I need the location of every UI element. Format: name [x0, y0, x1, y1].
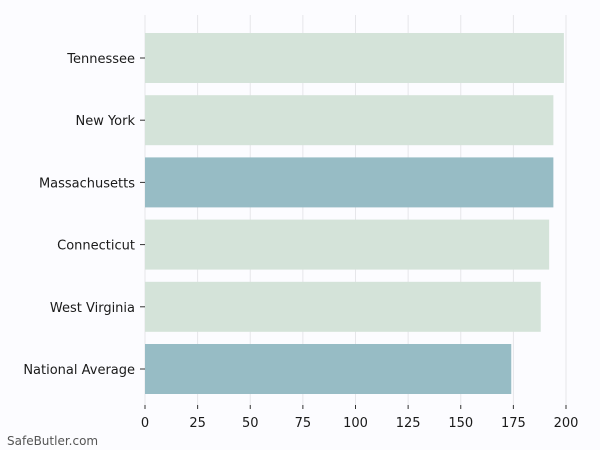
category-label: Connecticut — [57, 239, 135, 254]
category-label: Massachusetts — [39, 176, 135, 191]
x-tick-label: 150 — [448, 416, 473, 431]
category-label: Tennessee — [66, 52, 135, 67]
watermark: SafeButler.com — [7, 434, 99, 448]
x-tick-label: 100 — [343, 416, 368, 431]
x-tick-label: 25 — [189, 416, 206, 431]
category-label: National Average — [23, 363, 135, 378]
bar-west-virginia — [145, 281, 541, 332]
x-tick-label: 0 — [141, 416, 149, 431]
bar-new-york — [145, 95, 554, 146]
category-label: New York — [75, 114, 135, 129]
bars — [145, 33, 564, 394]
x-tick-label: 125 — [396, 416, 421, 431]
x-tick-label: 175 — [501, 416, 526, 431]
x-tick-label: 75 — [295, 416, 312, 431]
bar-tennessee — [145, 33, 564, 83]
bar-connecticut — [145, 219, 550, 270]
x-axis-ticks: 0 25 50 75 100 125 150 175 200 — [141, 405, 579, 431]
category-labels: Tennessee New York Massachusetts Connecticu… — [23, 52, 145, 378]
x-tick-label: 50 — [242, 416, 259, 431]
bar-national-average — [145, 344, 512, 394]
bar-massachusetts — [145, 157, 554, 208]
x-tick-label: 200 — [554, 416, 579, 431]
category-label: West Virginia — [50, 301, 135, 316]
